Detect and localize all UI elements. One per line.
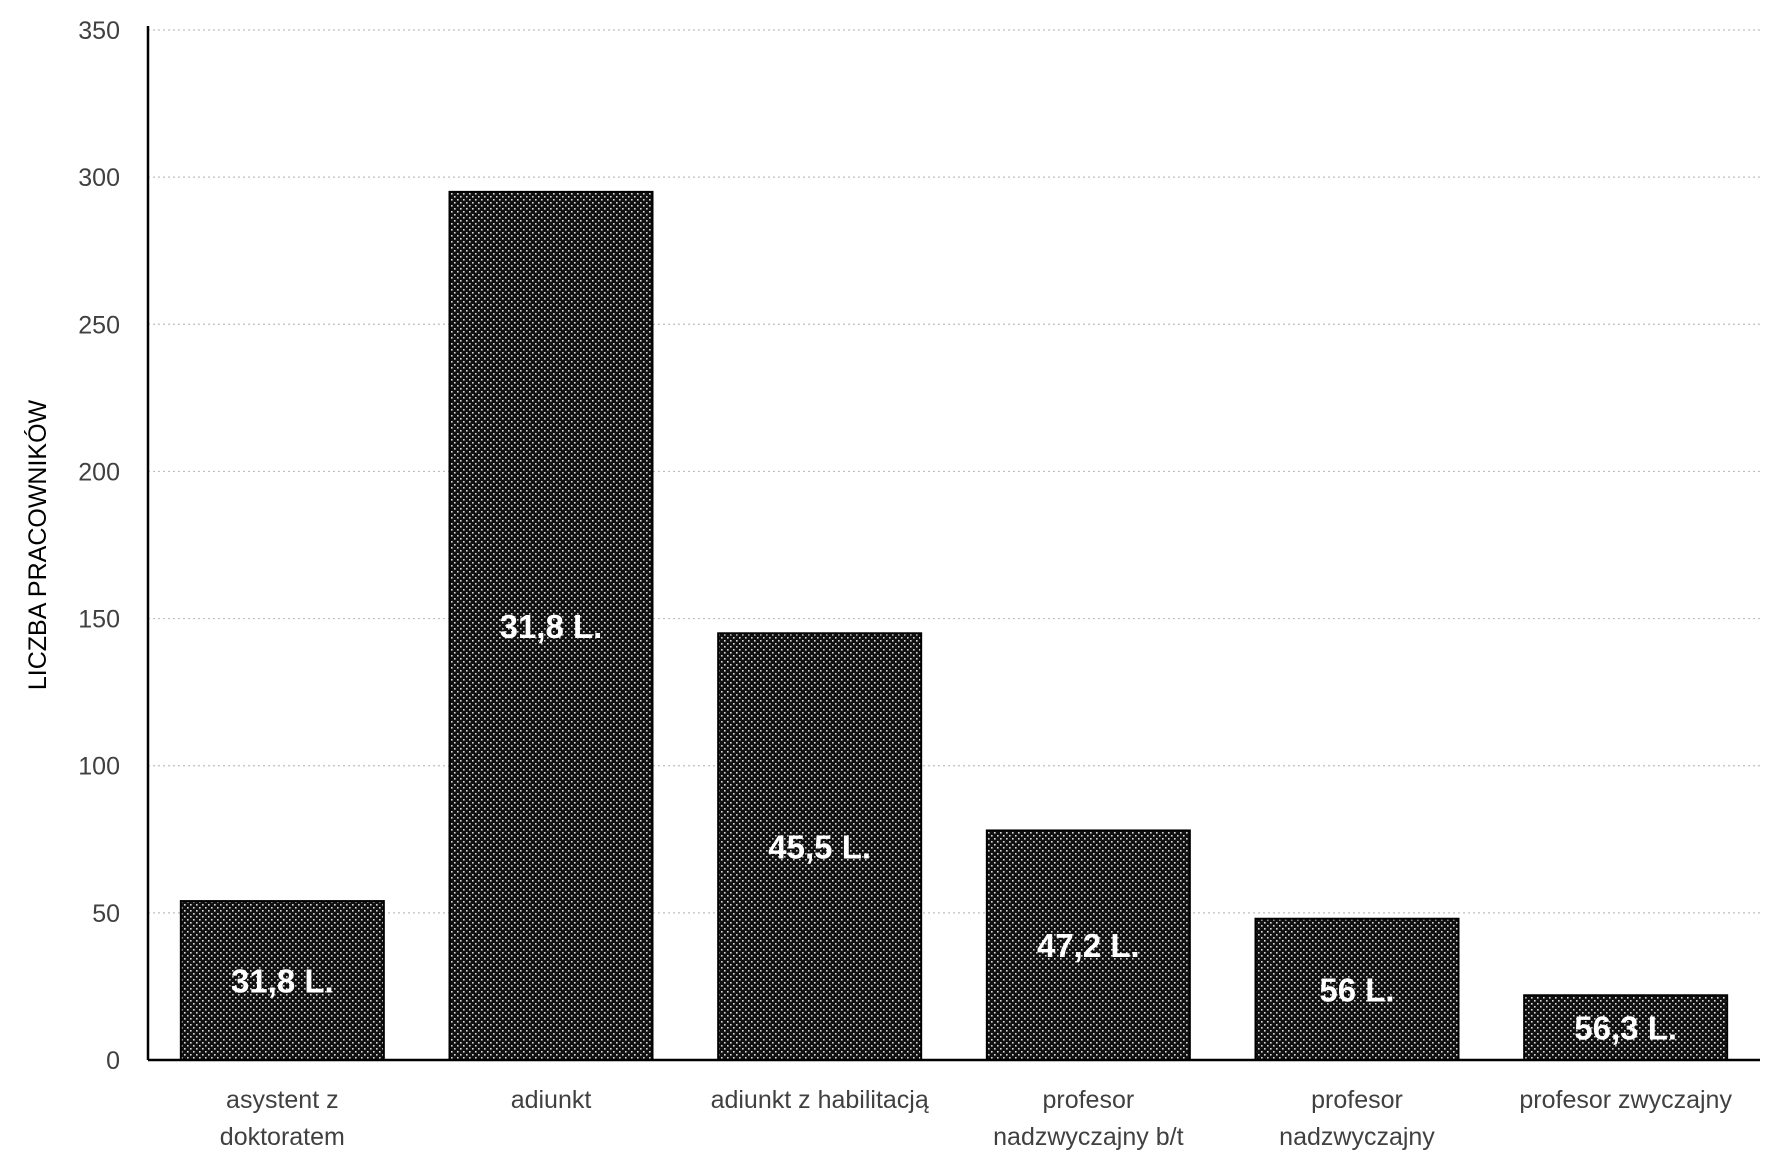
bar-data-label: 31,8 L. <box>231 963 334 1000</box>
gridlines <box>148 29 1760 914</box>
bar <box>985 829 1191 1062</box>
x-category-label-line: profesor <box>1042 1086 1134 1114</box>
bar <box>1254 917 1460 1061</box>
y-tick-label: 200 <box>78 458 120 486</box>
bar <box>1523 994 1729 1061</box>
y-tick-label: 50 <box>92 900 120 928</box>
x-category-label-line: asystent z <box>226 1086 339 1114</box>
y-tick-label: 150 <box>78 606 120 634</box>
x-category-label: profesor nadzwyczajny b/t <box>993 1086 1183 1151</box>
bars <box>179 190 1729 1062</box>
bar <box>717 632 923 1061</box>
y-tick-label: 350 <box>78 17 120 45</box>
x-axis-category-labels: asystent z doktoratem adiunkt adiunkt z hab… <box>220 1086 1733 1151</box>
y-tick-label: 300 <box>78 164 120 192</box>
x-category-label: profesor nadzwyczajny <box>1279 1086 1435 1151</box>
bar-data-labels: 31,8 L. 31,8 L. 45,5 L. 47,2 L. 56 L. 56,3 L. <box>231 608 1677 1047</box>
x-category-label-line: profesor <box>1311 1086 1403 1114</box>
y-tick-label: 100 <box>78 753 120 781</box>
x-category-label-line: nadzwyczajny <box>1279 1123 1435 1151</box>
bar-data-label: 47,2 L. <box>1037 927 1140 964</box>
x-category-label-line: adiunkt z habilitacją <box>711 1086 929 1114</box>
bar <box>448 190 654 1062</box>
x-category-label-line: nadzwyczajny b/t <box>993 1123 1183 1151</box>
bar-data-label: 56 L. <box>1319 971 1394 1008</box>
bar-data-label: 56,3 L. <box>1574 1010 1677 1047</box>
x-category-label-line: adiunkt <box>511 1086 592 1114</box>
y-tick-label: 250 <box>78 311 120 339</box>
y-tick-label: 0 <box>106 1047 120 1075</box>
x-category-label: asystent z doktoratem <box>220 1086 345 1151</box>
x-category-label: adiunkt <box>511 1086 592 1114</box>
y-axis-title: LICZBA PRACOWNIKÓW <box>23 399 52 690</box>
bar-data-label: 45,5 L. <box>768 829 871 866</box>
x-category-label-line: profesor zwyczajny <box>1519 1086 1732 1114</box>
x-category-label: profesor zwyczajny <box>1519 1086 1732 1114</box>
bar-data-label: 31,8 L. <box>500 608 603 645</box>
x-category-label: adiunkt z habilitacją <box>711 1086 929 1114</box>
x-category-label-line: doktoratem <box>220 1123 345 1151</box>
y-axis-ticks: 0 50 100 150 200 250 300 350 <box>78 17 120 1075</box>
bar <box>179 900 385 1061</box>
